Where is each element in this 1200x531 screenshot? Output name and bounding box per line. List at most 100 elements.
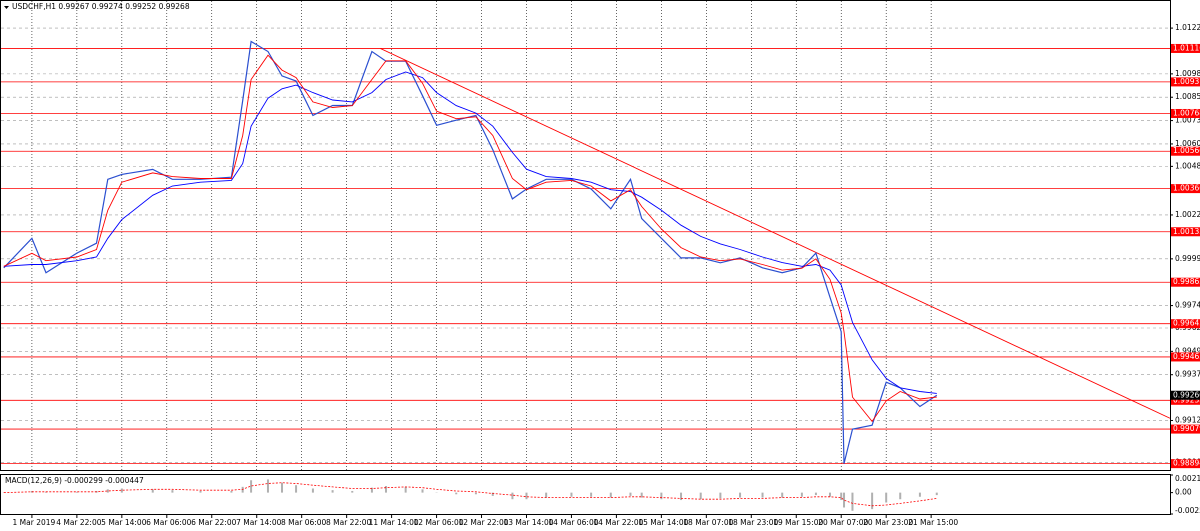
x-tick-label: 20 Mar 07:00 bbox=[818, 518, 868, 527]
level-label: 1.00937 bbox=[1173, 77, 1200, 86]
macd-bar bbox=[814, 492, 817, 496]
macd-bar bbox=[828, 492, 831, 497]
macd-bar bbox=[800, 492, 803, 497]
chart-title: USDCHF,H1 0.99267 0.99274 0.99252 0.9926… bbox=[12, 2, 190, 11]
macd-bar bbox=[351, 490, 354, 493]
macd-bar bbox=[680, 492, 683, 501]
macd-bar bbox=[106, 489, 109, 493]
level-tag bbox=[1171, 352, 1200, 362]
y-tick-label: 1.00730 bbox=[1175, 116, 1200, 125]
level-tag bbox=[1171, 395, 1200, 405]
macd-bar bbox=[918, 492, 921, 497]
x-tick-label: 14 Mar 22:00 bbox=[593, 518, 643, 527]
level-tag bbox=[1171, 184, 1200, 194]
y-tick-label: 1.00225 bbox=[1175, 210, 1200, 219]
level-tag bbox=[1171, 146, 1200, 156]
level-label: 0.99465 bbox=[1173, 352, 1200, 361]
y-tick-label: 1.00855 bbox=[1175, 92, 1200, 101]
y-tick-label: 0.99125 bbox=[1175, 415, 1200, 424]
macd-signal bbox=[3, 482, 937, 507]
macd-bar bbox=[199, 490, 202, 493]
macd-bar bbox=[660, 492, 663, 500]
level-tag bbox=[1171, 108, 1200, 118]
x-tick-label: 12 Mar 22:00 bbox=[458, 518, 508, 527]
level-label: 0.99233 bbox=[1173, 395, 1200, 404]
level-tag bbox=[1171, 319, 1200, 329]
macd-bar bbox=[230, 490, 233, 493]
x-tick-label: 5 Mar 14:00 bbox=[101, 518, 147, 527]
x-tick-label: 11 Mar 14:00 bbox=[369, 518, 419, 527]
x-tick-label: 1 Mar 2019 bbox=[13, 518, 56, 527]
main-pane bbox=[0, 0, 1171, 471]
level-tag bbox=[1171, 277, 1200, 287]
y-tick-label: 0.99495 bbox=[1175, 346, 1200, 355]
macd-bar bbox=[295, 485, 298, 493]
level-label: 1.00135 bbox=[1173, 227, 1200, 236]
y-tick-label: -0.00259 bbox=[1175, 506, 1200, 515]
macd-bar bbox=[570, 492, 573, 497]
level-label: 0.99079 bbox=[1173, 424, 1200, 433]
moving-average bbox=[3, 54, 937, 423]
x-tick-label: 21 Mar 15:00 bbox=[908, 518, 958, 527]
macd-bar bbox=[590, 492, 593, 497]
macd-bar bbox=[545, 492, 548, 498]
x-tick-label: 6 Mar 22:00 bbox=[191, 518, 237, 527]
macd-bar bbox=[719, 492, 722, 499]
x-tick-label: 19 Mar 15:00 bbox=[773, 518, 823, 527]
macd-bar bbox=[840, 492, 843, 501]
level-tag bbox=[1171, 424, 1200, 434]
level-tag bbox=[1171, 77, 1200, 87]
macd-bar bbox=[629, 492, 632, 496]
level-label: 0.99643 bbox=[1173, 319, 1200, 328]
macd-bar bbox=[370, 487, 373, 493]
macd-bar bbox=[699, 492, 702, 500]
macd-bar bbox=[511, 492, 514, 500]
level-tag bbox=[1171, 227, 1200, 237]
x-tick-label: 14 Mar 06:00 bbox=[548, 518, 598, 527]
x-tick-label: 4 Mar 22:00 bbox=[56, 518, 102, 527]
y-tick-label: 0.00 bbox=[1175, 488, 1192, 497]
current-price-tag bbox=[1171, 390, 1200, 400]
price-line bbox=[3, 40, 938, 464]
macd-bar bbox=[640, 492, 643, 498]
x-tick-label: 12 Mar 06:00 bbox=[414, 518, 464, 527]
macd-bar bbox=[885, 492, 888, 503]
x-tick-label: 13 Mar 14:00 bbox=[503, 518, 553, 527]
x-tick-label: 18 Mar 23:00 bbox=[728, 518, 778, 527]
macd-bar bbox=[44, 491, 47, 493]
macd-bar bbox=[421, 489, 424, 493]
y-tick-label: 1.01225 bbox=[1175, 23, 1200, 32]
macd-bar bbox=[404, 486, 407, 493]
level-tag bbox=[1171, 43, 1200, 53]
level-label: 1.00366 bbox=[1173, 184, 1200, 193]
macd-bar bbox=[455, 492, 458, 495]
level-label: 1.00566 bbox=[1173, 146, 1200, 155]
macd-bar bbox=[281, 482, 284, 493]
x-tick-label: 18 Mar 07:00 bbox=[683, 518, 733, 527]
macd-bar bbox=[935, 492, 938, 496]
macd-bar bbox=[311, 488, 314, 493]
macd-bar bbox=[151, 489, 154, 493]
macd-pane bbox=[0, 474, 1171, 515]
macd-bar bbox=[899, 492, 902, 500]
macd-bar bbox=[781, 492, 784, 498]
macd-bar bbox=[250, 480, 253, 493]
x-tick-label: 6 Mar 06:00 bbox=[146, 518, 192, 527]
y-tick-label: 0.002136 bbox=[1175, 474, 1200, 483]
macd-bar bbox=[384, 486, 387, 493]
macd-bar bbox=[266, 479, 269, 493]
macd-bar bbox=[843, 492, 846, 508]
x-tick-label: 7 Mar 14:00 bbox=[236, 518, 282, 527]
macd-bar bbox=[331, 490, 334, 493]
level-label: 1.00768 bbox=[1173, 108, 1200, 117]
macd-bar bbox=[761, 492, 764, 498]
symbol-icon bbox=[4, 6, 9, 9]
macd-bar bbox=[474, 492, 477, 495]
macd-bar bbox=[75, 491, 78, 493]
